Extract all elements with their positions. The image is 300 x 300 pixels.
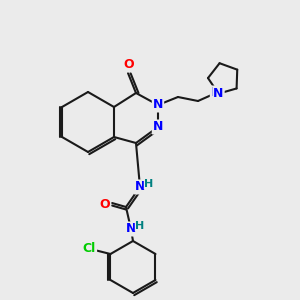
Text: N: N	[135, 181, 145, 194]
Text: N: N	[213, 87, 224, 100]
Text: N: N	[211, 86, 221, 100]
Text: O: O	[100, 197, 110, 211]
Text: H: H	[135, 221, 145, 231]
Text: N: N	[153, 98, 163, 112]
Text: Cl: Cl	[83, 242, 96, 256]
Text: N: N	[153, 121, 163, 134]
Text: O: O	[124, 58, 134, 71]
Text: H: H	[144, 179, 154, 189]
Text: N: N	[126, 223, 136, 236]
